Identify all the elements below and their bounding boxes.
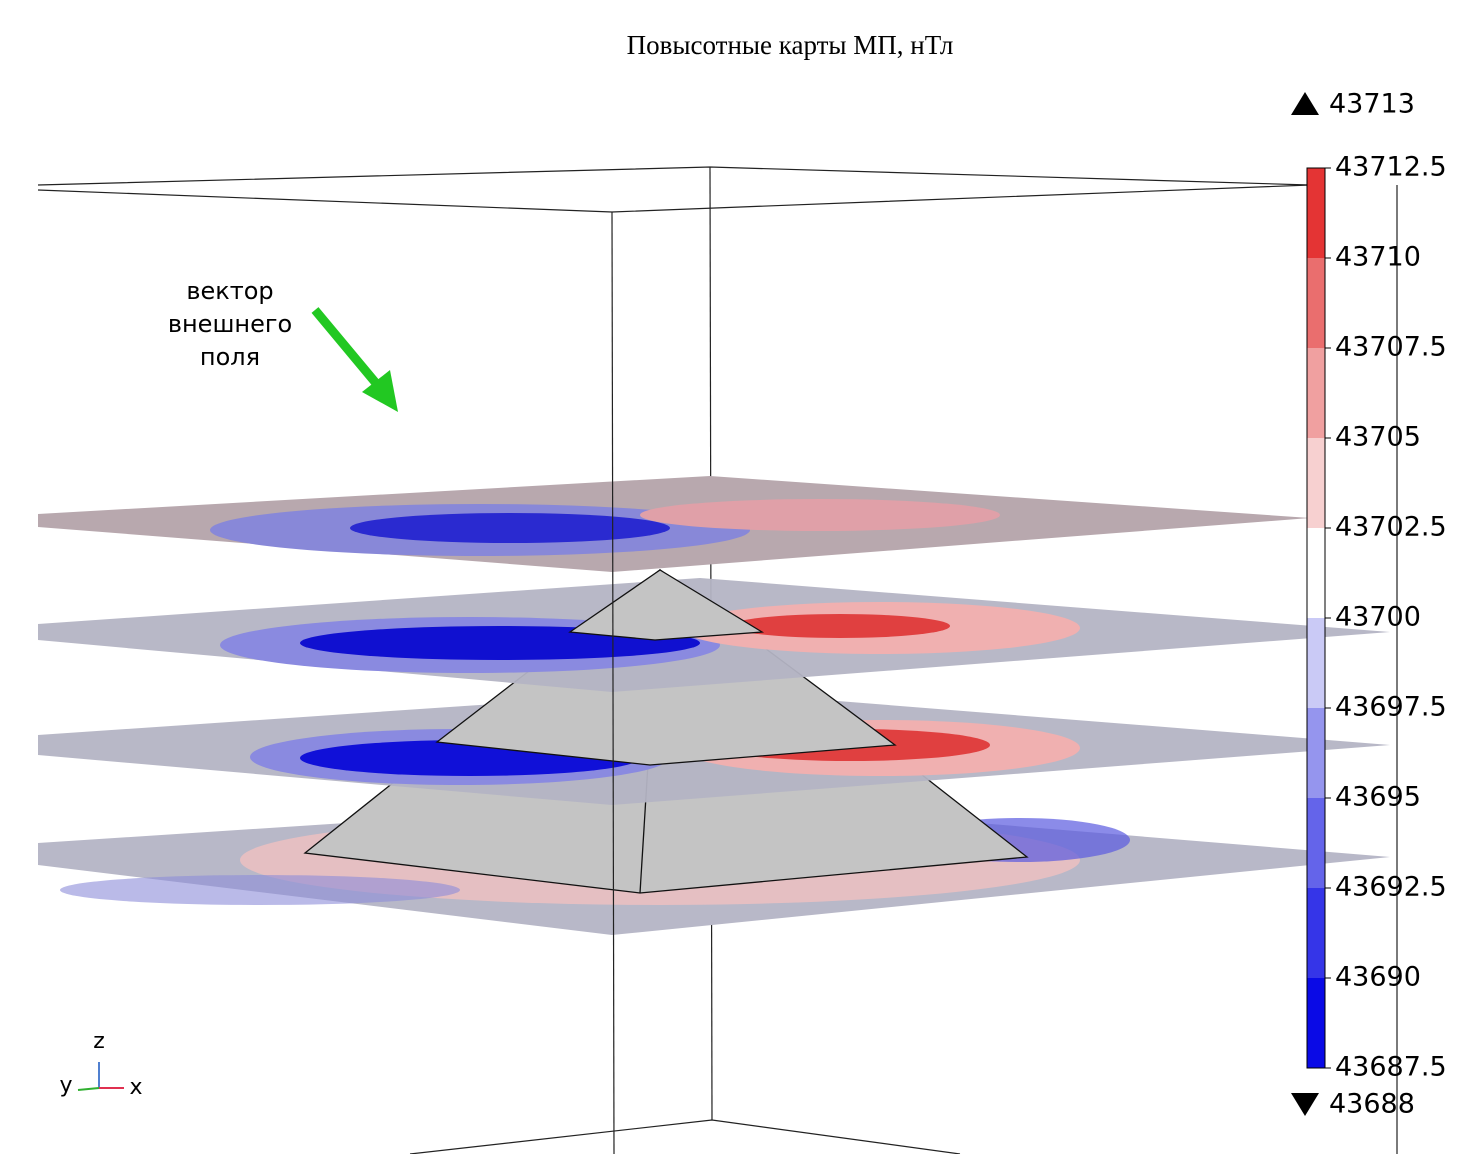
colorbar-tick-label: 43697.5 — [1335, 692, 1447, 723]
colorbar-segment — [1307, 618, 1325, 708]
colorbar: 43713 43688 43687.5 43690 43692.5 43695 4369… — [1291, 89, 1447, 1120]
annotation-line: внешнего — [168, 310, 292, 338]
annotation-line: поля — [200, 343, 260, 371]
colorbar-segment — [1307, 798, 1325, 888]
colorbar-tick-label: 43687.5 — [1335, 1052, 1447, 1083]
colorbar-segment — [1307, 348, 1325, 438]
triad-z: z — [93, 1029, 105, 1054]
colorbar-segment — [1307, 438, 1325, 528]
colorbar-tick-label: 43690 — [1335, 962, 1421, 993]
annotation-line: вектор — [186, 277, 273, 305]
colorbar-tick-label: 43710 — [1335, 242, 1421, 273]
colorbar-tick-label: 43705 — [1335, 422, 1421, 453]
triad-y: y — [59, 1073, 72, 1098]
colorbar-segment — [1307, 168, 1325, 258]
colorbar-segment — [1307, 888, 1325, 978]
colorbar-tick-label: 43712.5 — [1335, 152, 1447, 183]
triad-x: x — [129, 1075, 142, 1100]
colorbar-segment — [1307, 708, 1325, 798]
colorbar-tick-label: 43695 — [1335, 782, 1421, 813]
colorbar-segment — [1307, 978, 1325, 1068]
annotation: вектор внешнего поля — [168, 277, 292, 371]
scene: Повысотные карты МП, нТл — [0, 0, 1468, 1154]
field-arrow — [315, 310, 398, 412]
min-marker — [1291, 1093, 1319, 1116]
colorbar-segment — [1307, 528, 1325, 618]
layer-1 — [38, 476, 1310, 572]
max-marker — [1291, 92, 1319, 115]
min-label: 43688 — [1329, 1089, 1415, 1120]
colorbar-tick-label: 43707.5 — [1335, 332, 1447, 363]
colorbar-tick-label: 43702.5 — [1335, 512, 1447, 543]
colorbar-segment — [1307, 258, 1325, 348]
colorbar-tick-label: 43692.5 — [1335, 872, 1447, 903]
axis-triad: z y x — [59, 1029, 142, 1100]
colorbar-tick-label: 43700 — [1335, 602, 1421, 633]
title: Повысотные карты МП, нТл — [627, 30, 954, 60]
max-label: 43713 — [1329, 89, 1415, 120]
